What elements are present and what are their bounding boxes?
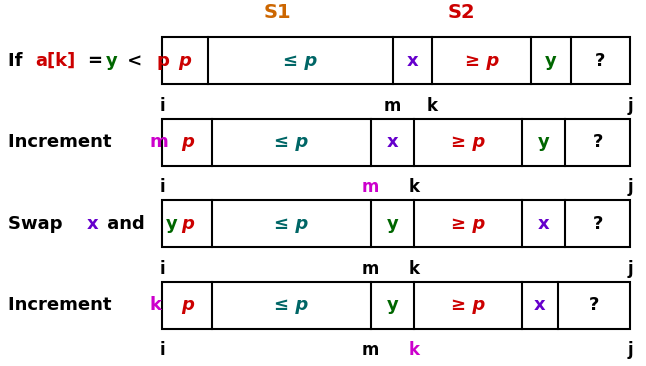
Text: S2: S2 [448,3,475,22]
Text: ≥ p: ≥ p [451,133,485,151]
FancyBboxPatch shape [162,119,630,166]
Text: m: m [384,97,401,115]
FancyBboxPatch shape [162,281,630,329]
Text: p: p [181,296,194,314]
Text: ?: ? [592,133,603,151]
Text: Increment: Increment [8,296,118,314]
FancyBboxPatch shape [162,200,630,247]
Text: p: p [181,214,194,233]
Text: j: j [627,260,633,278]
Text: and: and [101,214,151,233]
Text: x: x [534,296,546,314]
Text: ≥ p: ≥ p [464,52,499,70]
Text: y: y [537,133,550,151]
Text: p: p [157,52,170,70]
Text: p: p [179,52,191,70]
Text: j: j [627,179,633,197]
Text: Swap: Swap [8,214,68,233]
Text: y: y [545,52,557,70]
Text: i: i [159,97,165,115]
Text: j: j [627,97,633,115]
Text: k: k [427,97,438,115]
Text: ?: ? [595,52,605,70]
Text: k: k [408,260,419,278]
Text: y: y [386,296,399,314]
Text: x: x [407,52,419,70]
Text: x: x [537,214,549,233]
Text: ≤ p: ≤ p [275,296,309,314]
Text: ≤ p: ≤ p [275,133,309,151]
Text: i: i [159,260,165,278]
Text: i: i [159,179,165,197]
Text: x: x [87,214,98,233]
Text: y: y [166,214,178,233]
Text: a[k]: a[k] [35,52,75,70]
Text: ≥ p: ≥ p [451,296,485,314]
Text: i: i [159,341,165,359]
Text: =: = [87,52,101,70]
Text: ≤ p: ≤ p [284,52,318,70]
Text: m: m [362,179,379,197]
Text: ?: ? [592,214,603,233]
Text: x: x [386,133,398,151]
Text: ?: ? [589,296,599,314]
Text: Increment: Increment [8,133,118,151]
Text: y: y [386,214,399,233]
Text: m: m [150,133,169,151]
Text: k: k [408,179,419,197]
Text: m: m [362,341,379,359]
Text: If: If [8,52,29,70]
Text: p: p [181,133,194,151]
Text: k: k [150,296,162,314]
Text: k: k [408,341,419,359]
Text: m: m [362,260,379,278]
Text: S1: S1 [264,3,291,22]
Text: y: y [106,52,118,70]
Text: ≤ p: ≤ p [275,214,309,233]
Text: ≥ p: ≥ p [451,214,485,233]
Text: <: < [121,52,149,70]
Text: j: j [627,341,633,359]
FancyBboxPatch shape [162,37,630,84]
